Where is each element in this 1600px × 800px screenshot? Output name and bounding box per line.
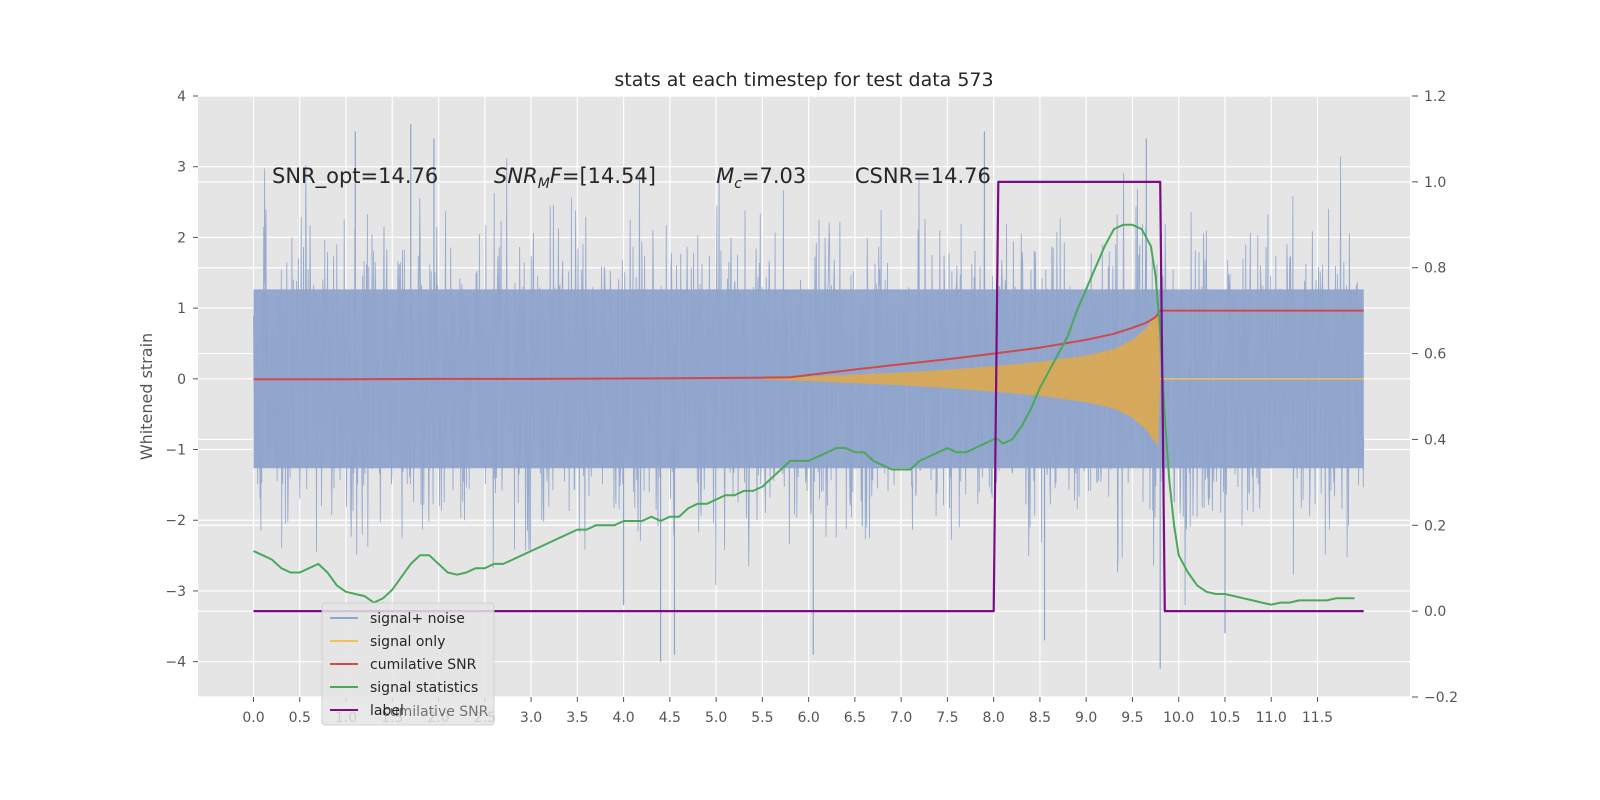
legend-entry-label: label: [370, 703, 404, 719]
y-tick-label: −4: [165, 655, 186, 671]
y2-tick-label: −0.2: [1424, 690, 1458, 706]
legend-entry-label: signal+ noise: [370, 611, 465, 627]
x-tick-label: 6.5: [844, 710, 866, 726]
y-tick-label: 3: [177, 160, 186, 176]
y2-tick-label: 0.2: [1424, 518, 1446, 534]
y2-tick-label: 0.4: [1424, 432, 1446, 448]
y-axis-label: Whitened strain: [137, 333, 156, 460]
y2-tick-label: 0.6: [1424, 347, 1446, 363]
y-axis-left: 4 3 2 1 0 −1 −2 −3 −4: [165, 89, 198, 671]
x-tick-label: 10.0: [1163, 710, 1194, 726]
legend-entry-label: signal only: [370, 634, 445, 650]
annotation: SNRMF=[14.54]: [494, 164, 656, 192]
x-tick-label: 9.0: [1075, 710, 1097, 726]
y-axis-right: 1.2 1.0 0.8 0.6 0.4 0.2 0.0 −0.2: [1412, 89, 1458, 706]
x-tick-label: 3.5: [566, 710, 588, 726]
chart-title: stats at each timestep for test data 573: [614, 69, 993, 91]
y-tick-label: −1: [165, 443, 186, 459]
y-tick-label: 4: [177, 89, 186, 105]
annotations: SNR_opt=14.76 SNRMF=[14.54] Mc=7.03 CSNR=14…: [272, 164, 991, 192]
x-tick-label: 4.5: [659, 710, 681, 726]
y-tick-label: 1: [177, 301, 186, 317]
series-label: [253, 180, 1364, 613]
series-cumilative-snr: [253, 309, 1364, 381]
noise-trace: [253, 156, 1365, 606]
legend: cumilative SNR signal+ noise signal only cu…: [321, 602, 495, 726]
legend-ghost-text: cumilative SNR: [382, 704, 489, 720]
label-line: [253, 180, 1364, 613]
legend-box: [321, 602, 495, 726]
x-tick-label: 5.5: [751, 710, 773, 726]
x-tick-label: 7.5: [936, 710, 958, 726]
x-tick-label: 7.0: [890, 710, 912, 726]
x-tick-label: 11.5: [1302, 710, 1333, 726]
x-tick-label: 8.0: [983, 710, 1005, 726]
x-tick-label: 11.0: [1256, 710, 1287, 726]
series-signal-only: [762, 308, 1364, 478]
y2-tick-label: 1.0: [1424, 175, 1446, 191]
y-tick-label: 0: [177, 372, 186, 388]
y2-tick-label: 0.8: [1424, 261, 1446, 277]
annotation: SNR_opt=14.76: [272, 164, 438, 189]
annotation: CSNR=14.76: [855, 164, 991, 188]
x-tick-label: 9.5: [1121, 710, 1143, 726]
stats-line: [253, 223, 1355, 606]
y2-tick-label: 0.0: [1424, 604, 1446, 620]
x-tick-label: 0.0: [242, 710, 264, 726]
x-tick-label: 0.5: [289, 710, 311, 726]
y-tick-label: 2: [177, 230, 186, 246]
x-tick-label: 4.0: [612, 710, 634, 726]
x-tick-label: 3.0: [520, 710, 542, 726]
x-tick-label: 6.0: [797, 710, 819, 726]
y-tick-label: −2: [165, 513, 186, 529]
legend-entry-label: signal statistics: [370, 680, 478, 696]
x-tick-label: 10.5: [1209, 710, 1240, 726]
annotation: Mc=7.03: [716, 164, 806, 192]
series-signal-statistics: [253, 223, 1355, 606]
y2-tick-label: 1.2: [1424, 89, 1446, 105]
y-tick-label: −3: [165, 584, 186, 600]
x-tick-label: 8.5: [1029, 710, 1051, 726]
signal-chirp-fill: [762, 308, 1161, 478]
csnr-line: [253, 309, 1364, 381]
x-tick-label: 5.0: [705, 710, 727, 726]
legend-entry-label: cumilative SNR: [370, 657, 477, 673]
